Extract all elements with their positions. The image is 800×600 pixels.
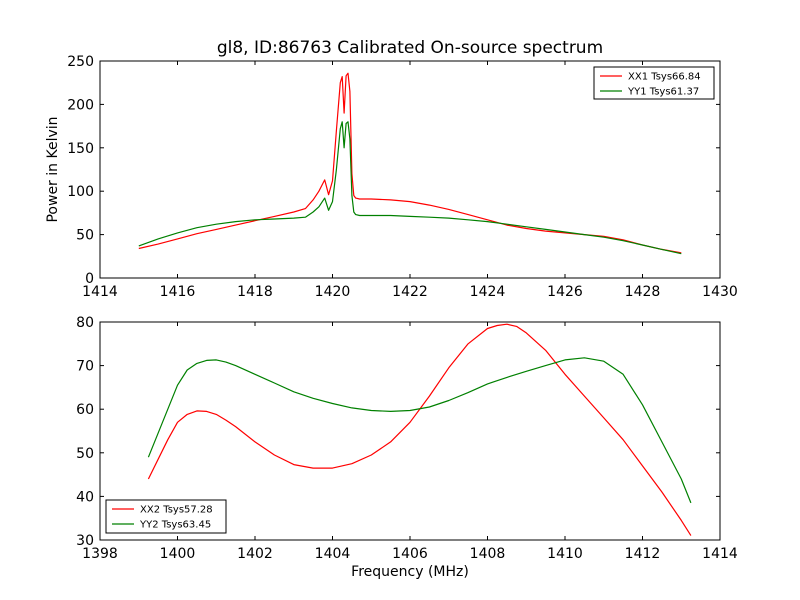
legend-box-2	[105, 499, 227, 534]
x-tick-label: 1426	[547, 284, 583, 300]
x-tick-label: 1412	[625, 546, 661, 562]
x-tick-label: 1410	[547, 546, 583, 562]
y-axis-label: Power in Kelvin	[45, 116, 61, 222]
y-tick-label: 0	[85, 271, 94, 287]
x-tick-label: 1398	[82, 546, 118, 562]
y-tick-label: 30	[76, 533, 94, 549]
y-tick-label: 100	[67, 184, 94, 200]
y-tick-label: 250	[67, 54, 94, 70]
x-tick-label: 1414	[702, 546, 738, 562]
y-tick-label: 70	[76, 359, 94, 375]
legend-label: XX1 Tsys66.84	[628, 72, 701, 83]
x-tick-label: 1422	[392, 284, 428, 300]
y-tick-label: 50	[76, 228, 94, 244]
x-tick-label: 1400	[160, 546, 196, 562]
series-line-2-1	[147, 323, 692, 536]
y-tick-label: 200	[67, 97, 94, 113]
legend-label: XX2 Tsys57.28	[140, 505, 213, 516]
series-line-1-1	[138, 72, 682, 254]
y-tick-label: 150	[67, 141, 94, 157]
x-tick-label: 1428	[625, 284, 661, 300]
x-tick-label: 1420	[315, 284, 351, 300]
x-tick-label: 1416	[160, 284, 196, 300]
chart-title: gl8, ID:86763 Calibrated On-source spect…	[217, 38, 603, 58]
x-tick-label: 1406	[392, 546, 428, 562]
series-line-2-2	[147, 357, 692, 504]
y-tick-label: 60	[76, 402, 94, 418]
x-axis-label: Frequency (MHz)	[351, 564, 469, 580]
y-tick-label: 80	[76, 315, 94, 331]
y-tick-label: 40	[76, 489, 94, 505]
x-tick-label: 1430	[702, 284, 738, 300]
x-tick-label: 1414	[82, 284, 118, 300]
x-tick-label: 1418	[237, 284, 273, 300]
legend-box-1	[593, 66, 715, 100]
legend-label: YY2 Tsys63.45	[139, 520, 211, 531]
legend-label: YY1 Tsys61.37	[627, 87, 699, 98]
x-tick-label: 1402	[237, 546, 273, 562]
x-tick-label: 1424	[470, 284, 506, 300]
x-tick-label: 1404	[315, 546, 351, 562]
series-line-1-2	[138, 121, 682, 255]
x-tick-label: 1408	[470, 546, 506, 562]
y-tick-label: 50	[76, 446, 94, 462]
